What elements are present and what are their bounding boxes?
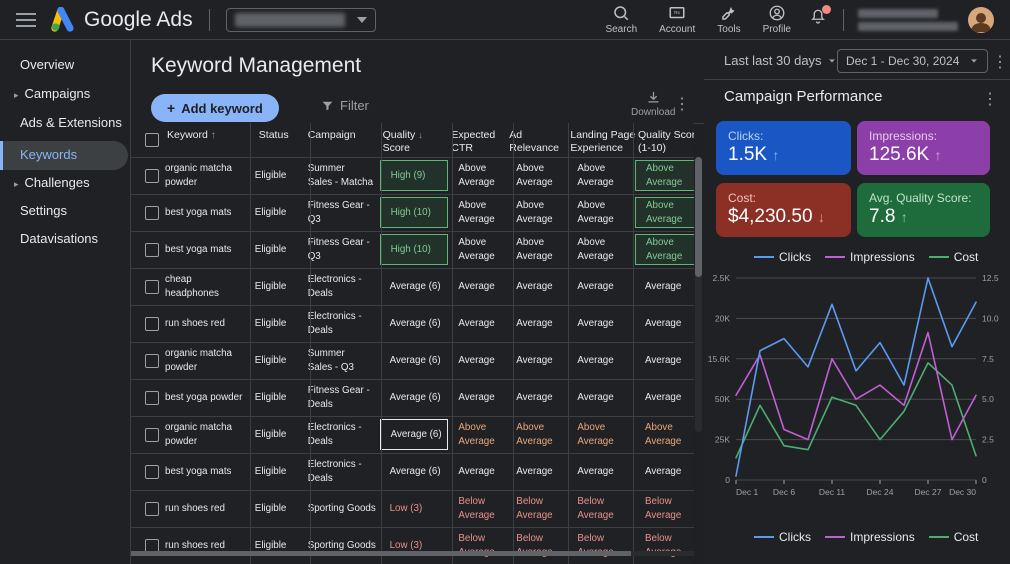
svg-text:12.5: 12.5 xyxy=(982,273,999,283)
svg-text:Dec 24: Dec 24 xyxy=(867,487,894,497)
svg-text:Dec 27: Dec 27 xyxy=(915,487,942,497)
svg-text:50K: 50K xyxy=(715,394,730,404)
svg-text:15.6K: 15.6K xyxy=(708,354,731,364)
svg-text:0: 0 xyxy=(982,475,987,485)
svg-text:2.5K: 2.5K xyxy=(713,273,731,283)
svg-text:10.0: 10.0 xyxy=(982,313,999,323)
svg-text:0: 0 xyxy=(725,475,730,485)
svg-text:25K: 25K xyxy=(715,435,730,445)
svg-text:Dec 6: Dec 6 xyxy=(773,487,795,497)
svg-text:Dec 11: Dec 11 xyxy=(819,487,846,497)
svg-text:5.0: 5.0 xyxy=(982,394,994,404)
svg-text:2.5: 2.5 xyxy=(982,435,994,445)
svg-text:Dec 30: Dec 30 xyxy=(949,487,976,497)
svg-text:Rs: Rs xyxy=(674,10,680,15)
svg-text:7.5: 7.5 xyxy=(982,354,994,364)
svg-text:Dec 1: Dec 1 xyxy=(736,487,758,497)
svg-text:20K: 20K xyxy=(715,313,730,323)
